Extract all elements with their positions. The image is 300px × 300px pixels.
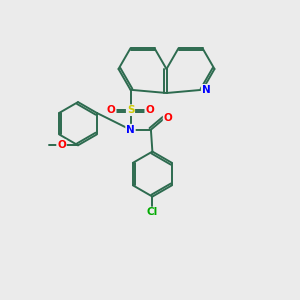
Text: N: N	[126, 125, 135, 135]
Text: N: N	[202, 85, 211, 95]
Text: S: S	[127, 105, 134, 115]
Text: O: O	[57, 140, 66, 150]
Text: O: O	[145, 105, 154, 115]
Text: O: O	[164, 113, 172, 123]
Text: O: O	[107, 105, 116, 115]
Text: Cl: Cl	[147, 208, 158, 218]
